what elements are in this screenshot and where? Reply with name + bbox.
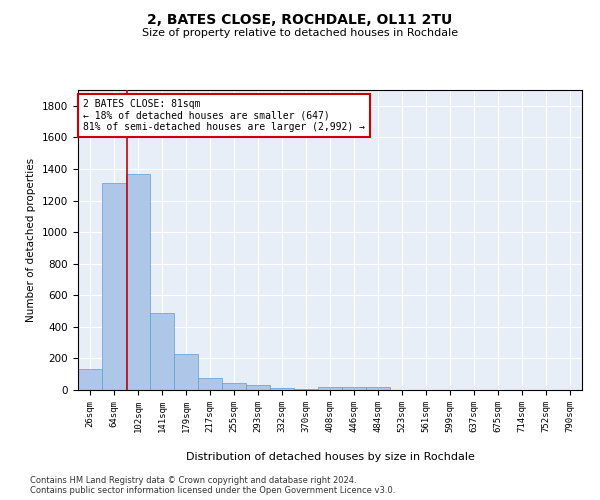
Bar — [102, 183, 126, 390]
Bar — [246, 386, 270, 390]
Bar — [126, 174, 150, 390]
Bar — [270, 388, 294, 390]
Bar — [198, 378, 222, 390]
Bar — [150, 314, 174, 390]
Bar — [78, 368, 102, 390]
Text: Distribution of detached houses by size in Rochdale: Distribution of detached houses by size … — [185, 452, 475, 462]
Bar — [222, 383, 246, 390]
Bar — [294, 389, 318, 390]
Bar — [174, 354, 198, 390]
Bar — [366, 387, 390, 390]
Bar — [318, 387, 342, 390]
Text: Contains HM Land Registry data © Crown copyright and database right 2024.
Contai: Contains HM Land Registry data © Crown c… — [30, 476, 395, 495]
Text: 2, BATES CLOSE, ROCHDALE, OL11 2TU: 2, BATES CLOSE, ROCHDALE, OL11 2TU — [148, 12, 452, 26]
Text: 2 BATES CLOSE: 81sqm
← 18% of detached houses are smaller (647)
81% of semi-deta: 2 BATES CLOSE: 81sqm ← 18% of detached h… — [83, 99, 365, 132]
Bar — [342, 387, 366, 390]
Text: Size of property relative to detached houses in Rochdale: Size of property relative to detached ho… — [142, 28, 458, 38]
Y-axis label: Number of detached properties: Number of detached properties — [26, 158, 37, 322]
